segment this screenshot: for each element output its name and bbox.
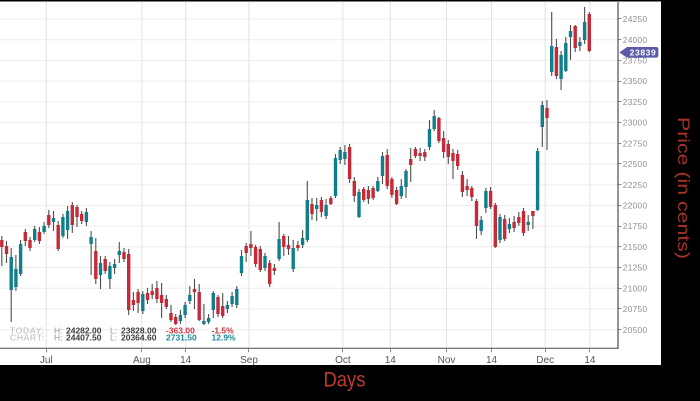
svg-text:H:: H:: [54, 333, 63, 343]
svg-text:23839: 23839: [630, 47, 657, 57]
svg-text:2731.50: 2731.50: [166, 333, 197, 343]
svg-text:14: 14: [486, 355, 498, 366]
svg-text:TODAY:: TODAY:: [10, 326, 45, 336]
svg-text:Jul: Jul: [40, 355, 53, 366]
svg-text:20364.60: 20364.60: [121, 333, 157, 343]
svg-text:Days: Days: [324, 369, 366, 392]
svg-text:21500: 21500: [623, 242, 648, 252]
svg-text:L:: L:: [110, 326, 117, 336]
svg-text:24282.00: 24282.00: [66, 326, 102, 336]
svg-text:21000: 21000: [623, 283, 648, 293]
svg-text:CHART:: CHART:: [10, 333, 45, 343]
svg-text:20750: 20750: [623, 304, 648, 314]
svg-text:Dec: Dec: [536, 355, 554, 366]
svg-text:23500: 23500: [623, 76, 648, 86]
svg-text:22750: 22750: [623, 138, 648, 148]
svg-text:-1.5%: -1.5%: [212, 326, 235, 336]
svg-text:22500: 22500: [623, 159, 648, 169]
svg-text:23750: 23750: [623, 56, 648, 66]
svg-text:20500: 20500: [623, 325, 648, 335]
svg-text:23000: 23000: [623, 118, 648, 128]
svg-text:22250: 22250: [623, 180, 648, 190]
svg-text:Price (in cents): Price (in cents): [674, 117, 693, 259]
svg-text:Nov: Nov: [438, 355, 456, 366]
svg-text:23828.00: 23828.00: [121, 326, 157, 336]
svg-text:L:: L:: [110, 333, 117, 343]
svg-text:14: 14: [180, 355, 192, 366]
svg-text:Aug: Aug: [133, 355, 151, 366]
svg-text:14: 14: [584, 355, 596, 366]
svg-text:14: 14: [385, 355, 397, 366]
svg-text:24407.50: 24407.50: [66, 333, 102, 343]
svg-text:23250: 23250: [623, 97, 648, 107]
svg-text:22000: 22000: [623, 201, 648, 211]
svg-text:24250: 24250: [623, 14, 648, 24]
svg-text:-363.00: -363.00: [166, 326, 195, 336]
svg-text:21750: 21750: [623, 221, 648, 231]
svg-text:Sep: Sep: [240, 355, 258, 366]
svg-text:21250: 21250: [623, 263, 648, 273]
svg-text:H:: H:: [54, 326, 63, 336]
svg-text:Oct: Oct: [335, 355, 351, 366]
svg-text:24000: 24000: [623, 35, 648, 45]
svg-text:12.9%: 12.9%: [212, 333, 237, 343]
